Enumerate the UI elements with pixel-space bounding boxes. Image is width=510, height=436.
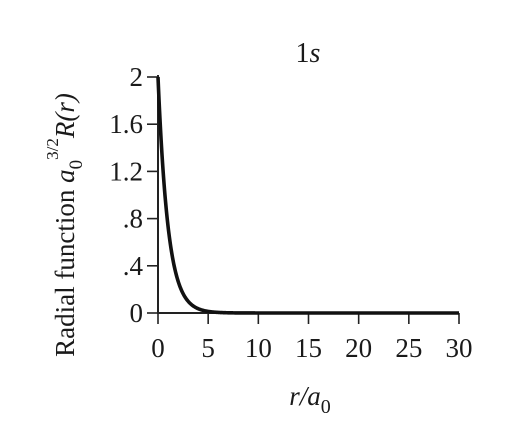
y-tick-label: 0 bbox=[130, 298, 144, 328]
y-tick-label: 2 bbox=[130, 62, 144, 92]
series bbox=[156, 76, 461, 315]
y-axis-label: Radial function a0 3/2R(r) bbox=[43, 93, 87, 357]
svg-text:1s: 1s bbox=[296, 38, 321, 69]
x-tick-label: 10 bbox=[245, 333, 272, 363]
x-tick-label: 5 bbox=[201, 333, 215, 363]
y-axis-label-text: Radial function bbox=[50, 183, 80, 357]
axes bbox=[157, 75, 459, 314]
series-line-1s bbox=[156, 76, 461, 315]
x-axis-label-main: r/a bbox=[289, 381, 321, 411]
x-tick-label: 30 bbox=[446, 333, 473, 363]
y-tick-label: 1.2 bbox=[109, 156, 143, 186]
chart-title-italic: s bbox=[310, 38, 321, 69]
x-tick-label: 20 bbox=[345, 333, 372, 363]
y-tick-label: .4 bbox=[123, 251, 144, 281]
x-tick-label: 15 bbox=[295, 333, 322, 363]
y-ticks: 0 .4 .8 1.2 1.6 2 bbox=[109, 62, 158, 328]
x-axis-label: r/a0 bbox=[289, 381, 331, 418]
svg-text:r/a0: r/a0 bbox=[289, 381, 331, 418]
chart-title: 1s bbox=[296, 38, 321, 69]
y-axis-label-sup: 3/2 bbox=[43, 138, 62, 160]
y-axis-label-sub: 0 bbox=[66, 160, 87, 170]
x-ticks: 0 5 10 15 20 25 30 bbox=[151, 313, 473, 363]
x-axis-label-sub: 0 bbox=[321, 396, 331, 418]
x-tick-label: 25 bbox=[395, 333, 422, 363]
y-axis-label-a: a bbox=[50, 169, 80, 183]
y-tick-label: .8 bbox=[123, 204, 143, 234]
y-tick-label: 1.6 bbox=[109, 109, 143, 139]
chart-title-main: 1 bbox=[296, 38, 310, 69]
x-tick-label: 0 bbox=[151, 333, 165, 363]
y-axis-label-func: R(r) bbox=[50, 93, 80, 139]
svg-text:Radial function a03/2R(r): Radial function a0 3/2R(r) bbox=[43, 93, 87, 357]
